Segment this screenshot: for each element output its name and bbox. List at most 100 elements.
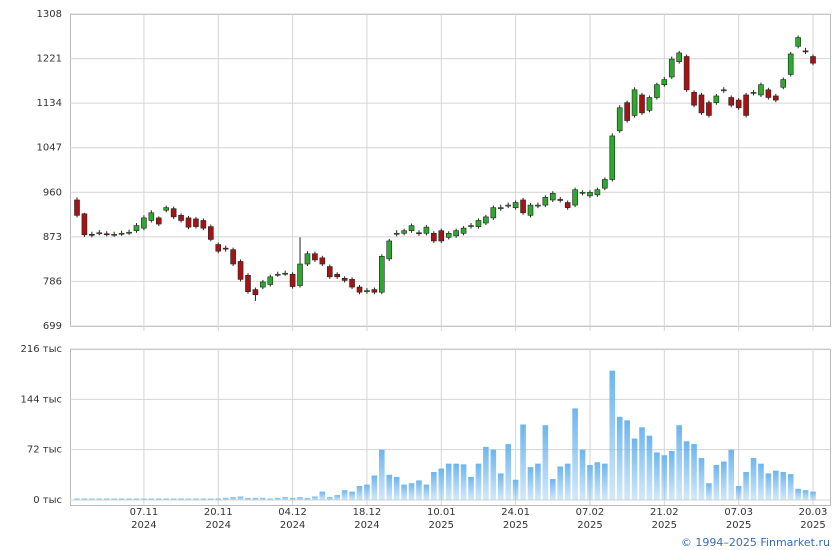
volume-bar — [728, 449, 735, 500]
volume-bar — [654, 452, 660, 500]
candle-body — [579, 191, 586, 194]
candle-body — [215, 244, 222, 252]
candle-body — [222, 247, 229, 250]
volume-bar — [148, 498, 155, 500]
volume-bar — [587, 465, 593, 500]
volume-bar — [416, 480, 422, 500]
volume-bar — [96, 498, 103, 500]
y-tick-label: 786 — [43, 276, 62, 287]
candle-body — [155, 217, 162, 225]
candle-body — [683, 56, 690, 91]
y-tick-label: 0 тыс — [33, 495, 62, 506]
volume-bar — [512, 479, 519, 500]
candle-body — [483, 216, 489, 224]
x-tick-label: 2025 — [652, 520, 677, 531]
candle-body — [743, 94, 749, 116]
candle-body — [74, 199, 80, 216]
candle-body — [676, 52, 682, 62]
candle-body — [810, 56, 816, 64]
footer[interactable]: © 1994–2025 Finmarket.ru — [681, 536, 830, 549]
candle-body — [758, 84, 764, 96]
volume-bar — [89, 498, 95, 500]
candle-body — [557, 199, 564, 201]
candle-body — [728, 97, 735, 106]
candle-body — [163, 207, 170, 211]
y-tick-label: 960 — [43, 187, 62, 198]
volume-bar — [631, 438, 638, 500]
candle-body — [289, 273, 296, 287]
candle-body — [423, 226, 430, 234]
volume-bar — [304, 497, 311, 500]
volume-bar — [379, 449, 385, 500]
candle-body — [587, 191, 593, 197]
volume-bar — [334, 495, 341, 500]
volume-bar — [312, 496, 318, 500]
candle-body — [631, 89, 638, 116]
candle-body — [408, 225, 415, 232]
candle-body — [735, 99, 742, 109]
volume-bar — [594, 462, 601, 500]
volume-bar — [185, 498, 192, 500]
volume-bar — [74, 498, 80, 500]
volume-bar — [527, 467, 534, 500]
volume-bar — [341, 490, 348, 500]
candle-body — [148, 212, 155, 221]
candle-body — [326, 266, 333, 278]
candle-body — [252, 289, 259, 296]
volume-bar — [267, 498, 274, 500]
volume-bar — [490, 449, 497, 500]
x-tick-label: 20.11 — [204, 507, 233, 518]
volume-bar — [661, 455, 668, 500]
candle-body — [460, 227, 467, 234]
candle-body — [274, 273, 281, 276]
candle-body — [624, 102, 630, 121]
y-tick-label: 1221 — [37, 54, 62, 65]
candle-body — [230, 249, 236, 265]
volume-bar — [475, 463, 482, 500]
volume-bar — [193, 498, 199, 500]
candle-body — [609, 135, 616, 180]
volume-bar — [787, 474, 794, 500]
volume-bar — [483, 446, 489, 500]
volume-bar — [460, 464, 467, 500]
volume-bar — [431, 472, 437, 500]
x-tick-label: 2025 — [503, 520, 528, 531]
volume-bar — [260, 497, 266, 500]
volume-bar — [126, 498, 132, 500]
candle-body — [549, 193, 556, 201]
candle-body — [304, 253, 311, 265]
candle-body — [111, 233, 117, 236]
volume-bar — [497, 473, 504, 500]
volume-bar — [438, 468, 445, 500]
candle-body — [765, 89, 772, 98]
candle-body — [787, 53, 794, 75]
candle-body — [453, 230, 459, 237]
volume-bar — [735, 486, 742, 500]
volume-bar — [520, 424, 526, 500]
volume-bar — [178, 498, 184, 500]
volume-bar — [609, 370, 616, 500]
candle-body — [401, 230, 407, 234]
volume-bar — [713, 465, 720, 500]
candle-body — [185, 217, 192, 228]
volume-bar — [564, 463, 571, 500]
candle-body — [141, 217, 147, 229]
y-tick-label: 72 тыс — [27, 445, 62, 456]
volume-bar — [208, 498, 214, 500]
volume-bar — [639, 427, 645, 500]
candle-body — [379, 256, 385, 293]
volume-bar — [215, 498, 222, 500]
candle-body — [282, 272, 288, 275]
volume-bar — [118, 498, 125, 500]
volume-bar — [579, 449, 586, 500]
volume-bar — [163, 498, 170, 500]
x-tick-label: 2025 — [429, 520, 454, 531]
candle-body — [245, 274, 251, 292]
candle-body — [646, 97, 653, 111]
candle-body — [706, 102, 712, 116]
volume-bar — [222, 497, 229, 500]
x-tick-label: 2024 — [354, 520, 379, 531]
volume-bar — [401, 484, 407, 500]
candle-body — [802, 50, 809, 53]
candle-body — [297, 263, 303, 286]
